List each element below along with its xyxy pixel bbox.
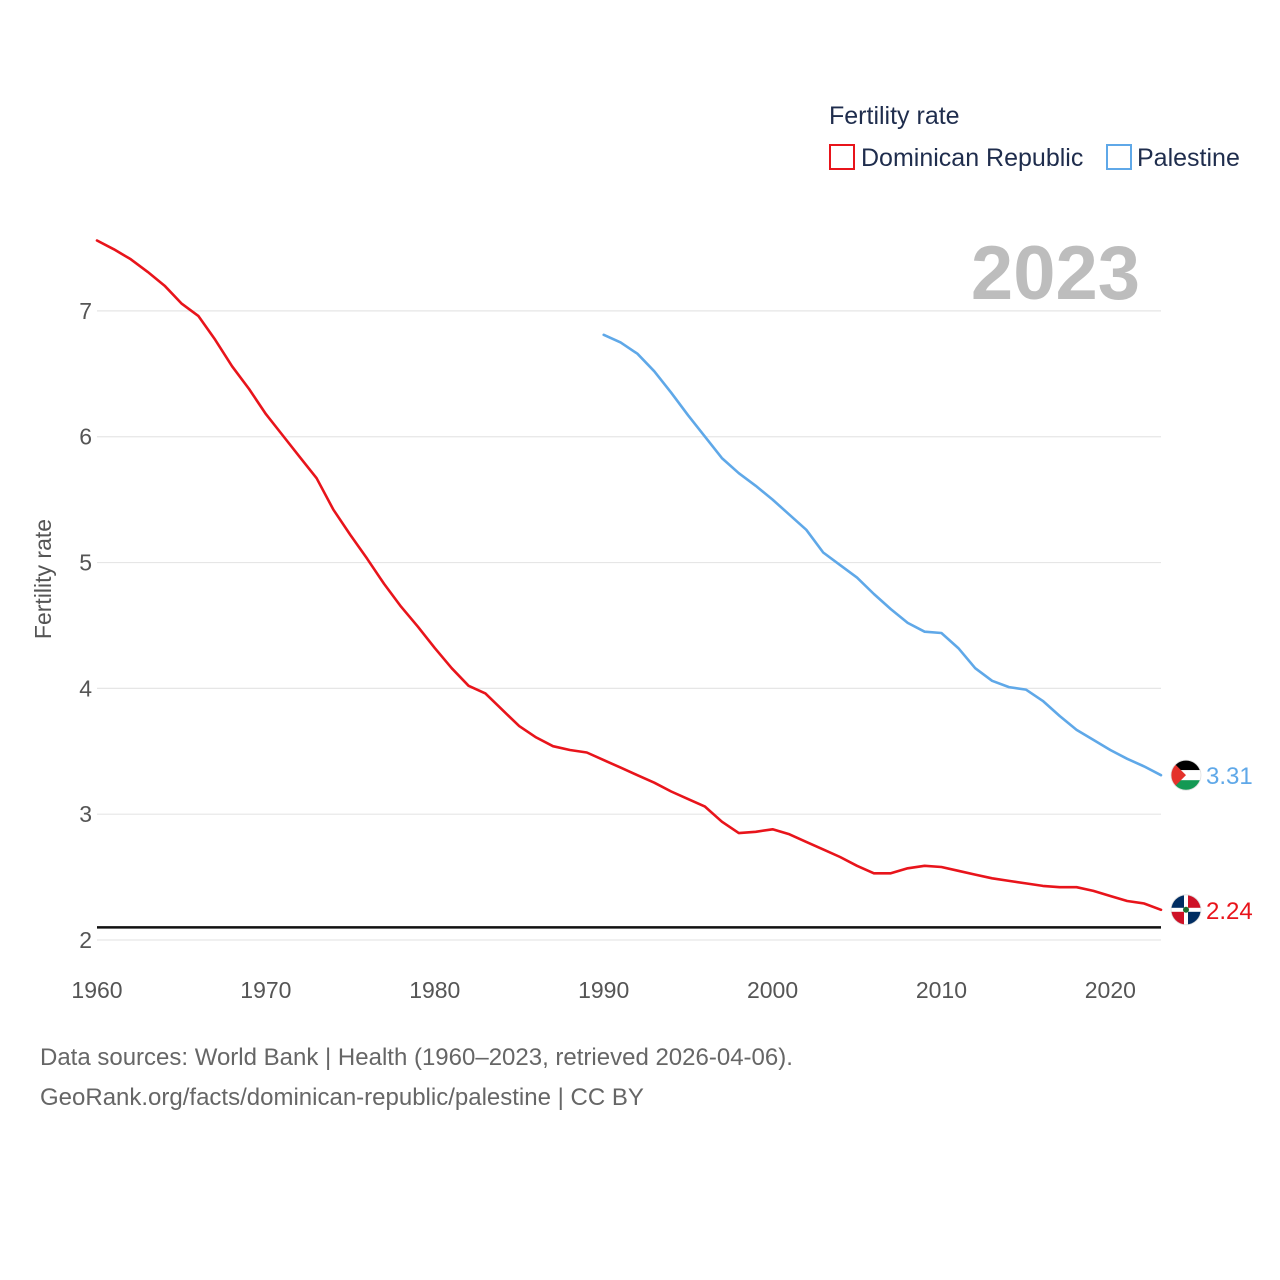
legend: Fertility rate Dominican Republic Palest… bbox=[829, 102, 1240, 172]
flag-outline bbox=[1170, 759, 1202, 791]
legend-item-dominican-republic[interactable]: Dominican Republic bbox=[829, 144, 1083, 172]
x-tick-label: 2010 bbox=[916, 977, 967, 1003]
y-tick-label: 6 bbox=[79, 424, 92, 450]
flag-outline bbox=[1170, 894, 1202, 926]
x-tick-label: 1970 bbox=[240, 977, 291, 1003]
x-tick-label: 1990 bbox=[578, 977, 629, 1003]
end-value-label: 3.31 bbox=[1206, 763, 1253, 790]
end-value-label: 2.24 bbox=[1206, 898, 1253, 925]
legend-item-palestine[interactable]: Palestine bbox=[1106, 144, 1240, 172]
y-tick-label: 4 bbox=[79, 675, 92, 701]
y-tick-label: 3 bbox=[79, 801, 92, 827]
year-display: 2023 bbox=[971, 231, 1140, 316]
axis-ticks: 2 3 4 5 6 7 1960 1970 1980 1990 2000 2010 2020 bbox=[71, 298, 1136, 1003]
legend-swatch-dominican-republic bbox=[829, 144, 855, 170]
x-tick-label: 1980 bbox=[409, 977, 460, 1003]
x-tick-label: 1960 bbox=[71, 977, 122, 1003]
x-tick-label: 2000 bbox=[747, 977, 798, 1003]
legend-label-dominican-republic: Dominican Republic bbox=[861, 144, 1083, 172]
end-markers: 2.24 3.31 bbox=[1170, 759, 1253, 926]
legend-swatch-palestine bbox=[1106, 144, 1132, 170]
x-tick-label: 2020 bbox=[1085, 977, 1136, 1003]
source-line-2: GeoRank.org/facts/dominican-republic/pal… bbox=[40, 1084, 644, 1111]
y-tick-label: 2 bbox=[79, 927, 92, 953]
series-line-palestine[interactable] bbox=[602, 333, 1163, 777]
series-line-dominican-republic[interactable] bbox=[95, 239, 1163, 912]
y-axis-title: Fertility rate bbox=[30, 519, 56, 639]
series-lines bbox=[95, 239, 1163, 912]
palestine-flag-icon bbox=[1171, 760, 1201, 791]
legend-title: Fertility rate bbox=[829, 102, 960, 130]
source-line-1: Data sources: World Bank | Health (1960–… bbox=[40, 1044, 793, 1071]
gridlines bbox=[97, 310, 1161, 941]
y-tick-label: 7 bbox=[79, 298, 92, 324]
y-tick-label: 5 bbox=[79, 550, 92, 576]
legend-label-palestine: Palestine bbox=[1137, 144, 1240, 172]
